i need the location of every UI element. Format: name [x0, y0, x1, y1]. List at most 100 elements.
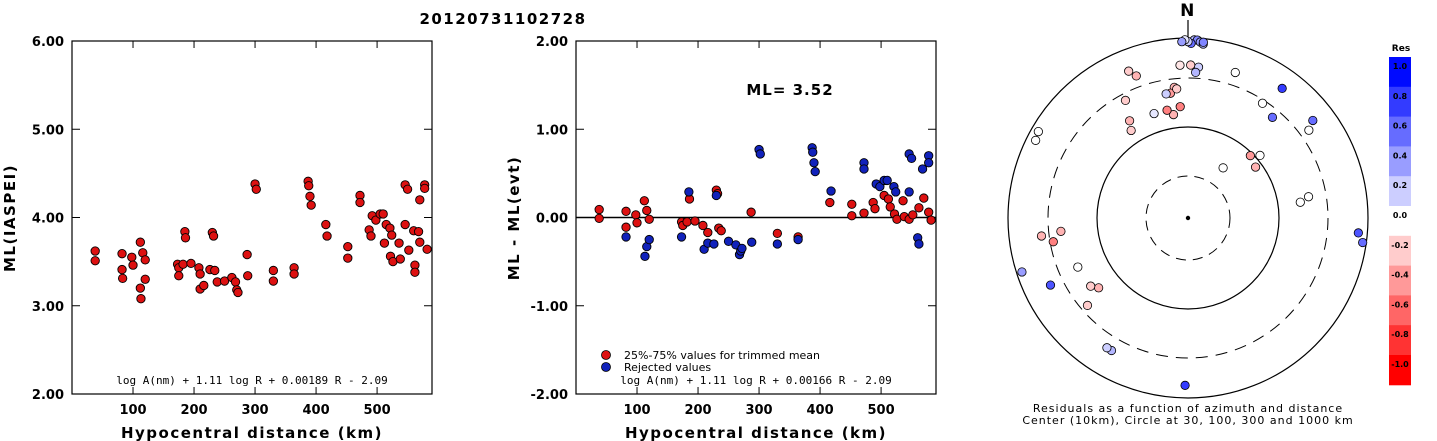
data-point — [639, 196, 649, 206]
station-residual-point — [1082, 300, 1093, 310]
data-point — [128, 260, 138, 270]
station-residual-point — [1073, 262, 1083, 272]
data-point — [755, 149, 765, 159]
data-point — [632, 218, 642, 228]
data-point — [621, 206, 631, 216]
data-point — [684, 187, 694, 197]
data-point — [914, 203, 924, 213]
colorbar-tick-label: -1.0 — [1391, 360, 1409, 369]
data-point — [395, 254, 405, 264]
station-residual-point — [1191, 67, 1201, 77]
station-residual-point — [1102, 343, 1112, 353]
data-point — [219, 276, 230, 286]
data-point — [809, 158, 819, 168]
station-residual-point — [1277, 83, 1287, 93]
data-point — [242, 249, 252, 260]
data-point — [640, 251, 650, 261]
data-point — [117, 273, 128, 284]
station-residual-point — [1045, 280, 1056, 290]
data-point — [642, 205, 652, 216]
residual-distance-formula: log A(nm) + 1.11 log R + 0.00166 R - 2.0… — [620, 374, 892, 387]
station-residual-point — [1124, 66, 1134, 76]
station-residual-point — [1245, 151, 1255, 161]
ytick-label: 4.00 — [32, 212, 64, 227]
ytick-label: -1.00 — [531, 300, 568, 315]
epicenter-dot — [1185, 215, 1191, 221]
data-point — [321, 219, 331, 230]
residual-distance-points — [594, 143, 936, 261]
data-point — [117, 264, 127, 275]
colorbar-tick-label: -0.8 — [1391, 330, 1409, 339]
data-point — [698, 220, 708, 231]
data-point — [891, 187, 901, 197]
data-point — [847, 199, 857, 209]
colorbar-cell — [1389, 325, 1411, 356]
data-point — [289, 269, 299, 279]
station-residual-point — [1230, 67, 1240, 78]
data-point — [644, 234, 654, 245]
station-residual-point — [1303, 192, 1314, 202]
data-point — [404, 245, 414, 255]
data-point — [343, 253, 353, 263]
data-point — [737, 243, 747, 254]
station-residual-point — [1033, 127, 1043, 137]
station-residual-point — [1198, 37, 1208, 47]
figure-title: 20120731102728 — [419, 10, 586, 28]
ytick-label: 6.00 — [32, 35, 64, 50]
data-point — [210, 265, 220, 276]
xtick-label: 100 — [119, 403, 146, 418]
data-point — [716, 226, 726, 236]
circle-100km — [1096, 126, 1280, 310]
colorbar-title: Res — [1392, 44, 1410, 54]
data-point — [711, 190, 721, 201]
station-residual-point — [1353, 228, 1363, 238]
data-point — [208, 231, 219, 241]
data-point — [306, 200, 316, 210]
data-point — [140, 274, 150, 284]
station-residual-point — [1149, 108, 1159, 119]
ml-distance-ylabel: ML(IASPEI) — [1, 164, 19, 272]
xtick-label: 200 — [180, 403, 207, 418]
data-point — [709, 239, 719, 249]
data-point — [117, 249, 127, 259]
data-point — [304, 181, 314, 191]
data-point — [127, 252, 137, 262]
colorbar-tick-label: -0.6 — [1391, 300, 1409, 309]
data-point — [793, 234, 803, 245]
station-residual-point — [1124, 116, 1135, 126]
legend-label-trimmed: 25%-75% values for trimmed mean — [624, 349, 820, 362]
data-point — [924, 207, 934, 217]
station-residual-point — [1175, 60, 1185, 70]
xtick-label: 300 — [241, 403, 268, 418]
station-residual-point — [1094, 283, 1104, 293]
ytick-label: 2.00 — [536, 35, 568, 50]
station-residual-point — [1120, 95, 1131, 105]
data-point — [186, 258, 196, 269]
data-point — [810, 166, 820, 177]
data-point — [690, 216, 700, 226]
data-point — [420, 183, 430, 194]
data-point — [355, 197, 365, 208]
xtick-label: 200 — [684, 403, 711, 418]
xtick-label: 400 — [806, 403, 833, 418]
colorbar-cell — [1389, 116, 1411, 147]
colorbar-tick-label: -0.4 — [1391, 271, 1409, 280]
data-point — [140, 255, 150, 265]
azimuth-residual-points — [1017, 35, 1368, 390]
station-residual-point — [1036, 231, 1047, 241]
colorbar-cell — [1389, 176, 1411, 207]
colorbar-tick-label: 0.4 — [1393, 151, 1408, 160]
legend-marker-trimmed — [601, 350, 611, 360]
station-residual-point — [1031, 135, 1041, 145]
ytick-label: -2.00 — [531, 388, 568, 403]
data-point — [394, 238, 404, 248]
polar-caption-line2: Center (10km), Circle at 30, 100, 300 an… — [1022, 414, 1353, 427]
colorbar-cell — [1389, 206, 1411, 237]
station-residual-point — [1086, 281, 1096, 291]
station-residual-point — [1162, 105, 1172, 115]
data-point — [230, 277, 241, 287]
data-point — [90, 246, 100, 256]
data-point — [859, 164, 869, 174]
station-residual-point — [1257, 98, 1268, 108]
data-point — [251, 184, 261, 194]
